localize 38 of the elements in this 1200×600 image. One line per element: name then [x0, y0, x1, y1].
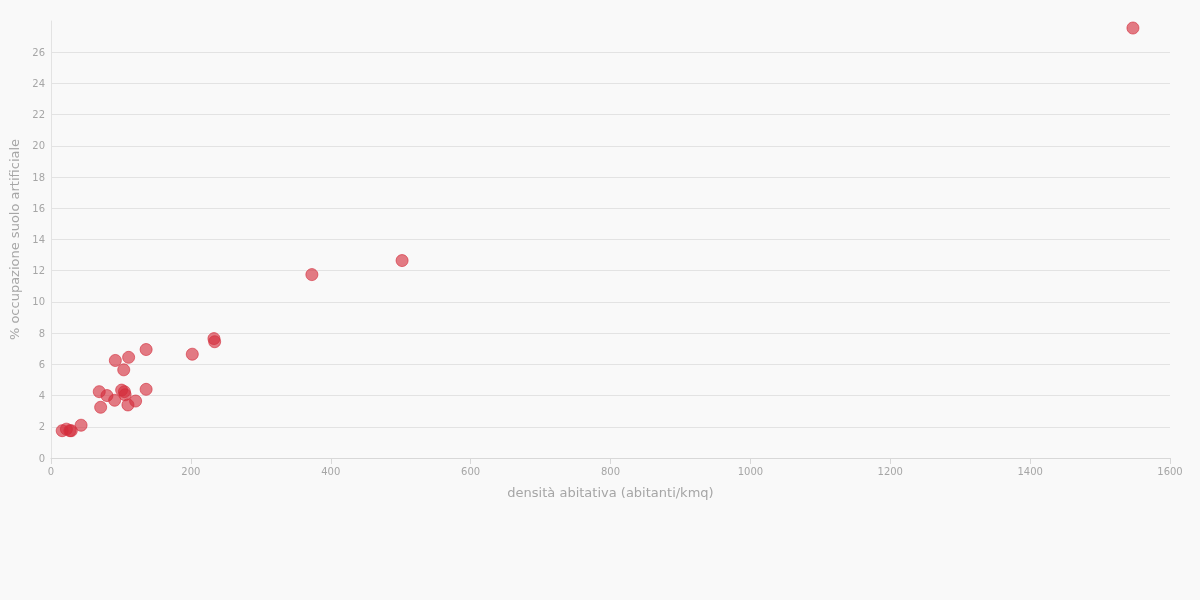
x-tick-label: 0 [47, 465, 55, 477]
x-tick-label: 1200 [877, 465, 903, 477]
y-tick-label: 22 [32, 109, 45, 121]
y-tick-label: 4 [38, 390, 45, 402]
x-tick-label: 800 [600, 465, 621, 477]
y-tick-label: 24 [32, 77, 45, 89]
x-tick-label: 1000 [737, 465, 764, 477]
y-tick-label: 8 [38, 327, 45, 339]
point [122, 350, 136, 364]
point [129, 394, 143, 408]
point [1126, 21, 1140, 35]
y-tick-label: 12 [32, 265, 45, 277]
x-tick-label: 600 [461, 465, 481, 477]
point [185, 347, 199, 361]
y-tick-label: 26 [32, 46, 45, 58]
point [108, 353, 122, 367]
y-tick-label: 20 [32, 140, 45, 152]
point [74, 418, 88, 432]
y-tick-label: 6 [38, 358, 45, 370]
y-tick-label: 16 [32, 202, 45, 214]
point [139, 343, 153, 357]
y-axis-title: % occupazione suolo artificiale [7, 138, 23, 341]
point [139, 382, 153, 396]
y-tick-label: 2 [38, 421, 45, 433]
point [305, 268, 319, 282]
x-axis-title: densità abitativa (abitanti/kmq) [507, 485, 714, 500]
x-tick-label: 400 [321, 465, 341, 477]
point [108, 393, 122, 407]
x-tick-label: 200 [181, 465, 201, 477]
point [395, 254, 409, 268]
y-tick-label: 14 [32, 234, 45, 245]
point [117, 363, 131, 377]
x-tick-label: 1600 [1157, 465, 1183, 477]
y-tick-label: 0 [38, 452, 45, 464]
x-tick-label: 1400 [1017, 465, 1043, 477]
point [94, 400, 108, 414]
y-tick-label: 18 [32, 171, 45, 183]
y-tick-label: 10 [32, 296, 45, 308]
